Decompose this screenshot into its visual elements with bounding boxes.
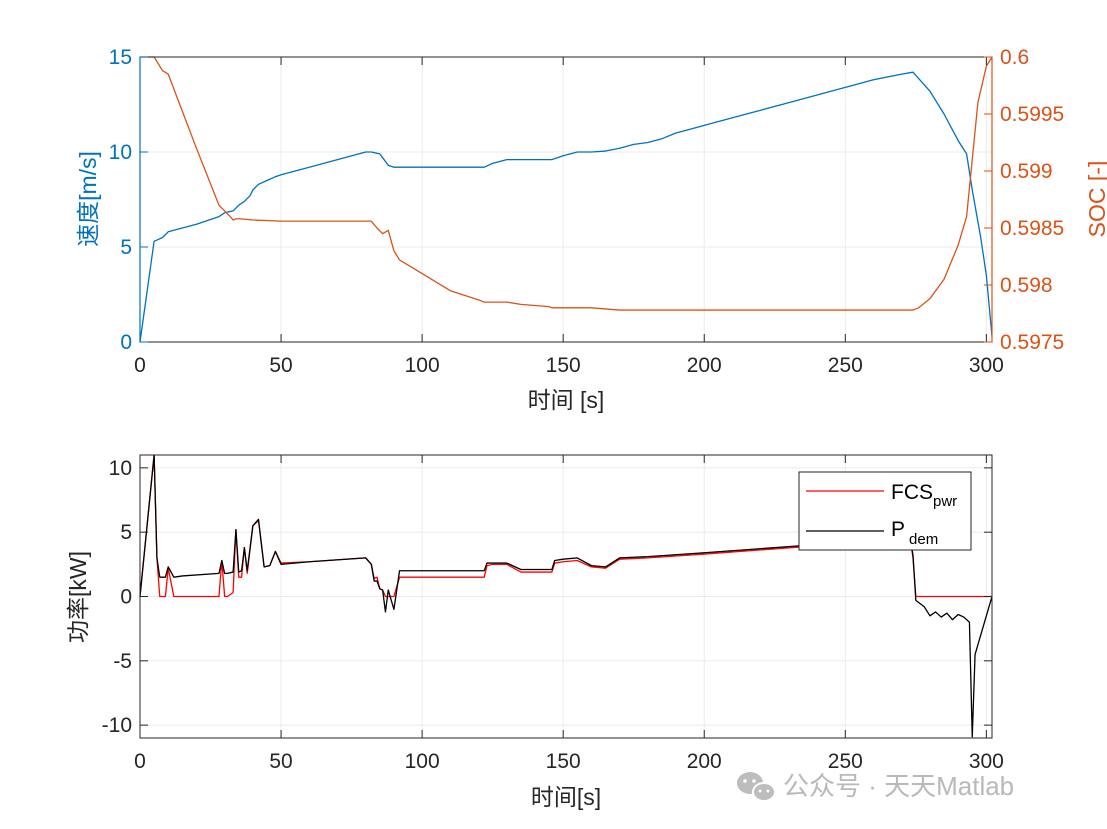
legend-label-fcs-sub: pwr (933, 493, 957, 510)
series-line-p-dem (139, 454, 993, 738)
x-tick-label: 0 (134, 750, 146, 773)
y-tick-labels-right: 0.5975 0.598 0.5985 0.599 0.5995 0.6 (1000, 46, 1064, 354)
x-tick-label: 300 (969, 750, 1004, 773)
power-chart: 0 50 100 150 200 250 300 -10 -5 0 5 10 时间[s] 功率[kW… (65, 454, 1004, 810)
y-tick-label: 5 (120, 521, 132, 544)
x-tick-label: 200 (687, 750, 722, 773)
legend-label-fcs-main: FCS (891, 481, 933, 504)
tick-marks (139, 56, 993, 343)
legend-label-fcs: FCSpwr (891, 481, 957, 510)
x-tick-label: 150 (546, 354, 581, 377)
y-tick-label: 15 (109, 46, 132, 69)
x-tick-label: 100 (405, 750, 440, 773)
y-tick-label: 5 (120, 236, 132, 259)
y-right-tick-label: 0.5995 (1000, 103, 1064, 126)
x-tick-label: 250 (828, 354, 863, 377)
y-tick-labels: -10 -5 0 5 10 (102, 457, 132, 737)
legend-label-pdem-sub: dem (909, 531, 938, 548)
x-tick-labels: 0 50 100 150 200 250 300 (134, 750, 1004, 773)
series-line-speed (139, 71, 993, 343)
series-line-fcs-pwr (139, 454, 992, 598)
x-tick-labels: 0 50 100 150 200 250 300 (134, 354, 1004, 377)
x-tick-label: 50 (269, 750, 292, 773)
y-tick-label: -10 (102, 714, 132, 737)
x-tick-label: 300 (969, 354, 1004, 377)
y-tick-label: 0 (120, 586, 132, 609)
y-right-tick-label: 0.6 (1000, 46, 1029, 69)
series-group (139, 454, 993, 738)
y-right-tick-label: 0.5985 (1000, 217, 1064, 240)
y-axis-label-left: 速度[m/s] (75, 151, 101, 247)
x-tick-label: 200 (687, 354, 722, 377)
series-group (139, 56, 993, 343)
series-line-soc (140, 56, 993, 311)
y-axis-label: 功率[kW] (65, 551, 91, 643)
x-tick-label: 0 (134, 354, 146, 377)
x-tick-label: 100 (405, 354, 440, 377)
x-tick-label: 150 (546, 750, 581, 773)
x-tick-label: 250 (828, 750, 863, 773)
y-tick-label: 0 (120, 331, 132, 354)
x-tick-label: 50 (269, 354, 292, 377)
y-right-tick-label: 0.5975 (1000, 331, 1064, 354)
watermark-text: 公众号 · 天天Matlab (783, 771, 1014, 801)
legend-box (798, 471, 972, 551)
y-tick-label: 10 (109, 141, 132, 164)
y-tick-label: 10 (109, 457, 132, 480)
legend-label-pdem-main: P (891, 518, 905, 541)
y-axis-label-right: SOC [-] (1084, 161, 1107, 238)
tick-marks (139, 455, 992, 738)
wechat-icon (737, 772, 776, 802)
y-right-tick-label: 0.598 (1000, 274, 1053, 297)
x-axis-label: 时间 [s] (528, 387, 605, 413)
y-tick-label: -5 (113, 650, 132, 673)
y-right-tick-label: 0.599 (1000, 160, 1053, 183)
x-axis-label: 时间[s] (531, 784, 601, 810)
y-tick-labels-left: 0 5 10 15 (109, 46, 132, 354)
watermark: 公众号 · 天天Matlab (737, 771, 1014, 802)
